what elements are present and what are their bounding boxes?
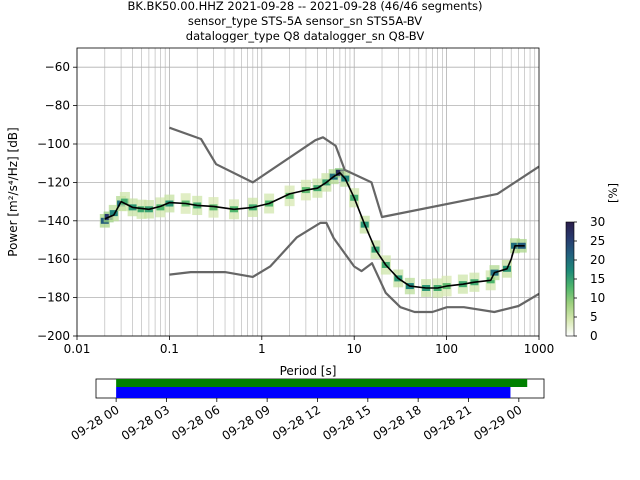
histogram-cell [120, 198, 129, 205]
colorbar-ticks: 0 5 10 15 20 25 30 [574, 215, 605, 343]
y-tick-label: −80 [45, 99, 70, 113]
main-plot: 0.01 0.1 1 10 100 1000 −60 −80 −100 −120 −140 −160… [6, 47, 555, 378]
colorbar-tick-label: 0 [590, 329, 598, 343]
x-tick-label: 1000 [524, 342, 555, 356]
chart-title: BK.BK50.00.HHZ 2021-09-28 -- 2021-09-28 … [127, 0, 482, 43]
y-tick-label: −120 [37, 175, 70, 189]
y-tick-label: −160 [37, 252, 70, 266]
colorbar-label: [%] [606, 183, 620, 203]
coverage-tick-label: 09-28 09 [220, 403, 273, 443]
coverage-tick-label: 09-29 00 [471, 403, 524, 443]
coverage-bar-blue [116, 387, 511, 398]
coverage-bars [116, 379, 528, 398]
y-tick-label: −140 [37, 214, 70, 228]
histogram-cell [285, 192, 294, 199]
series-mode [104, 172, 525, 289]
colorbar-gradient [565, 221, 575, 337]
colorbar-tick-label: 20 [590, 253, 605, 267]
histogram-cell [165, 200, 174, 207]
histogram-cell [109, 210, 118, 217]
plot-frame [76, 47, 540, 337]
title-line-3: datalogger_type Q8 datalogger_sn Q8-BV [186, 29, 425, 43]
series-new-low-noise-model [169, 221, 539, 314]
title-line-1: BK.BK50.00.HHZ 2021-09-28 -- 2021-09-28 … [127, 0, 482, 13]
coverage-tick-label: 09-28 15 [320, 403, 373, 443]
coverage-tick-label: 09-28 12 [270, 403, 323, 443]
series-new-high-noise-model [169, 126, 539, 219]
colorbar-tick-label: 30 [590, 215, 605, 229]
colorbar-tick-label: 25 [590, 234, 605, 248]
histogram-cell [156, 204, 165, 211]
coverage-bar-green [116, 379, 528, 387]
x-tick-label: 0.1 [160, 342, 179, 356]
colorbar-tick-label: 10 [590, 291, 605, 305]
coverage-tick-label: 09-28 18 [371, 403, 424, 443]
series-lines [104, 126, 539, 314]
x-tick-label: 0.01 [64, 342, 91, 356]
y-tick-label: −180 [37, 291, 70, 305]
x-tick-label: 100 [435, 342, 458, 356]
y-axis: −60 −80 −100 −120 −140 −160 −180 −200 [37, 60, 77, 343]
y-tick-label: −200 [37, 329, 70, 343]
x-axis: 0.01 0.1 1 10 100 1000 [64, 336, 555, 356]
coverage-tick-label: 09-28 03 [119, 403, 172, 443]
colorbar-tick-label: 15 [590, 272, 605, 286]
histogram-cell [137, 206, 146, 213]
colorbar: 0 5 10 15 20 25 30 [%] [565, 183, 620, 343]
y-tick-label: −60 [45, 60, 70, 74]
histogram-cell [209, 204, 218, 211]
title-line-2: sensor_type STS-5A sensor_sn STS5A-BV [188, 14, 422, 28]
x-axis-label: Period [s] [280, 364, 337, 378]
coverage-tick-label: 09-28 06 [169, 403, 222, 443]
y-axis-label: Power [m²/s⁴/Hz] [dB] [6, 127, 20, 256]
x-tick-label: 10 [347, 342, 362, 356]
x-tick-label: 1 [258, 342, 266, 356]
coverage-tick-label: 09-28 21 [421, 403, 474, 443]
y-tick-label: −100 [37, 137, 70, 151]
coverage-tick-label: 09-28 00 [69, 403, 122, 443]
colorbar-tick-label: 5 [590, 310, 598, 324]
